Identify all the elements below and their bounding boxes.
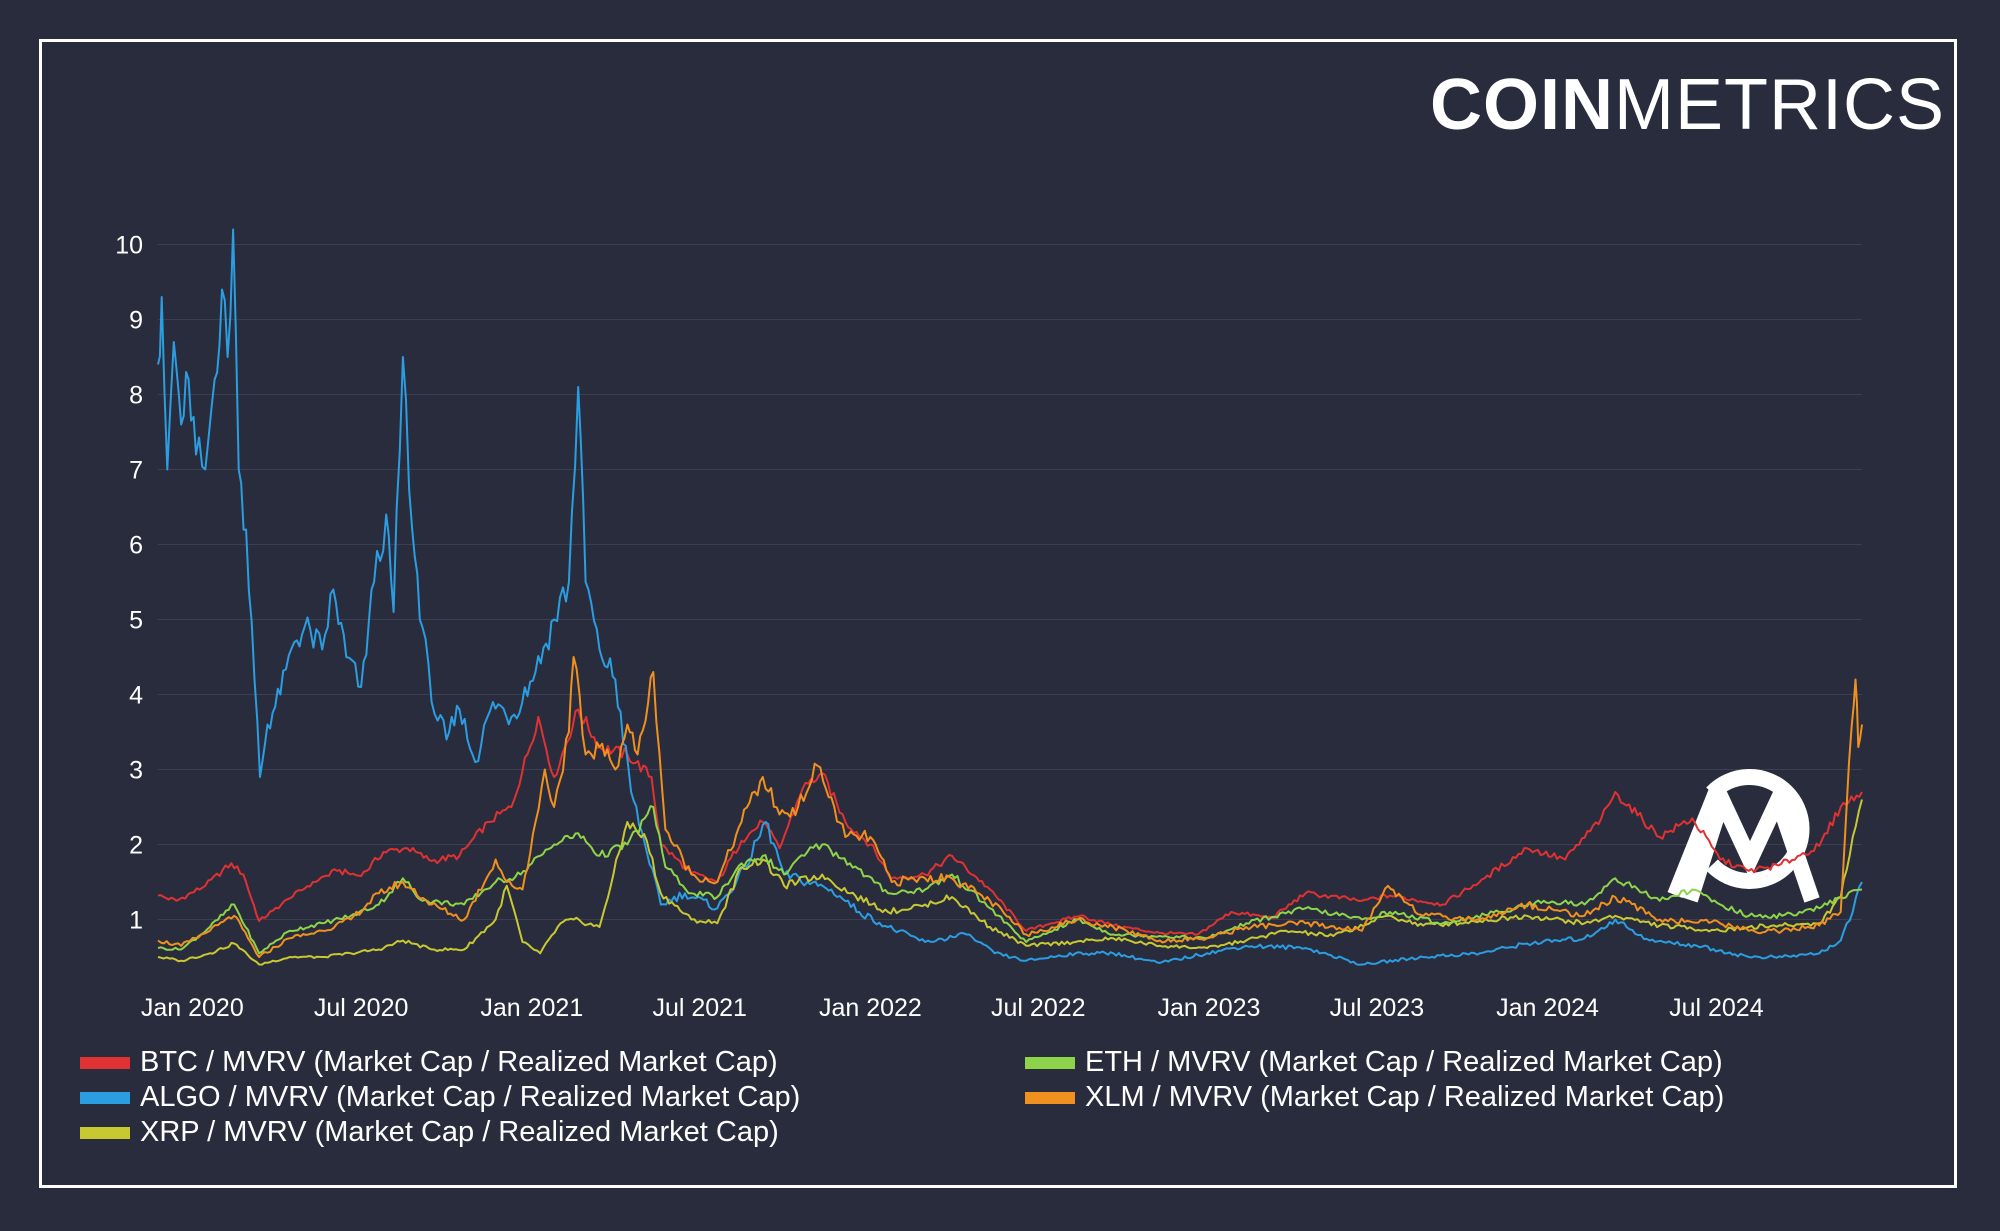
watermark-c xyxy=(1706,769,1810,889)
x-tick-label: Jan 2020 xyxy=(141,994,244,1022)
series-line-xlm xyxy=(157,656,1863,958)
legend-swatch xyxy=(1025,1091,1075,1104)
series-line-xrp xyxy=(157,799,1863,966)
legend-label: ALGO / MVRV (Market Cap / Realized Marke… xyxy=(140,1081,801,1113)
y-tick-label: 8 xyxy=(129,382,143,410)
legend-label: XLM / MVRV (Market Cap / Realized Market… xyxy=(1085,1081,1725,1113)
legend-swatch xyxy=(80,1126,130,1139)
legend-item-xlm[interactable]: XLM / MVRV (Market Cap / Realized Market… xyxy=(1025,1080,1724,1115)
series-line-btc xyxy=(157,708,1863,936)
y-tick-label: 6 xyxy=(129,532,143,560)
x-tick-label: Jul 2024 xyxy=(1669,994,1764,1022)
y-tick-label: 7 xyxy=(129,457,143,485)
x-tick-label: Jul 2021 xyxy=(652,994,747,1022)
x-tick-label: Jan 2024 xyxy=(1496,994,1599,1022)
y-tick-label: 1 xyxy=(129,907,143,935)
series-line-eth xyxy=(157,805,1863,955)
y-tick-label: 9 xyxy=(129,307,143,335)
legend-label: ETH / MVRV (Market Cap / Realized Market… xyxy=(1085,1046,1723,1078)
x-tick-label: Jul 2020 xyxy=(314,994,409,1022)
x-axis-ticks: Jan 2020 Jul 2020 Jan 2021 Jul 2021 Jan 2022… xyxy=(141,994,1764,1022)
logo-text-bold: COIN xyxy=(1430,65,1614,145)
y-axis-ticks: 1 2 3 4 5 6 7 8 9 10 xyxy=(115,232,143,935)
legend-swatch xyxy=(80,1056,130,1069)
watermark-m xyxy=(1682,778,1820,903)
y-tick-label: 5 xyxy=(129,607,143,635)
x-tick-label: Jan 2023 xyxy=(1158,994,1261,1022)
series-line-algo xyxy=(157,228,1863,966)
y-tick-label: 4 xyxy=(129,682,143,710)
y-tick-label: 2 xyxy=(129,832,143,860)
legend-item-eth[interactable]: ETH / MVRV (Market Cap / Realized Market… xyxy=(1025,1045,1724,1080)
y-tick-label: 10 xyxy=(115,232,143,260)
x-tick-label: Jul 2023 xyxy=(1330,994,1425,1022)
x-tick-label: Jan 2022 xyxy=(819,994,922,1022)
logo-text-light: METRICS xyxy=(1614,65,1945,145)
chart-frame xyxy=(39,39,1957,1188)
legend-swatch xyxy=(1025,1056,1075,1069)
cm-watermark xyxy=(1667,769,1820,903)
legend-item-btc[interactable]: BTC / MVRV (Market Cap / Realized Market… xyxy=(80,1045,800,1080)
x-tick-label: Jul 2022 xyxy=(991,994,1086,1022)
legend-label: BTC / MVRV (Market Cap / Realized Market… xyxy=(140,1046,778,1078)
y-tick-label: 3 xyxy=(129,757,143,785)
legend-left: BTC / MVRV (Market Cap / Realized Market… xyxy=(80,1045,800,1155)
coinmetrics-logo: COINMETRICS xyxy=(1430,62,1944,148)
legend-swatch xyxy=(80,1091,130,1104)
watermark-slash xyxy=(1667,787,1725,898)
legend-right: ETH / MVRV (Market Cap / Realized Market… xyxy=(1025,1045,1724,1155)
legend-label: XRP / MVRV (Market Cap / Realized Market… xyxy=(140,1116,779,1148)
grid xyxy=(158,244,1862,920)
legend-item-algo[interactable]: ALGO / MVRV (Market Cap / Realized Marke… xyxy=(80,1080,800,1115)
series-lines xyxy=(157,228,1863,966)
x-tick-label: Jan 2021 xyxy=(480,994,583,1022)
legend-item-xrp[interactable]: XRP / MVRV (Market Cap / Realized Market… xyxy=(80,1115,800,1150)
